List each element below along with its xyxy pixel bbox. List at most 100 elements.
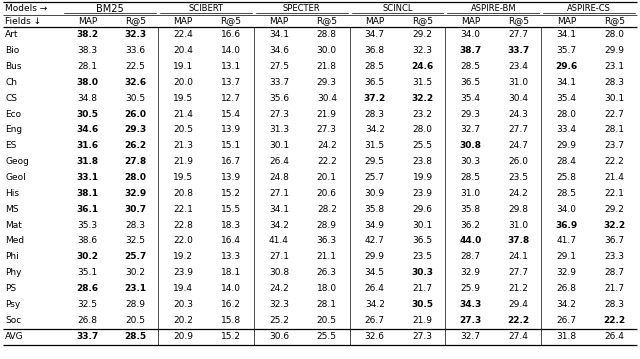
- Text: 28.2: 28.2: [317, 205, 337, 214]
- Text: 27.1: 27.1: [269, 252, 289, 261]
- Text: 20.6: 20.6: [317, 189, 337, 198]
- Text: 25.5: 25.5: [317, 332, 337, 341]
- Text: 13.9: 13.9: [221, 126, 241, 135]
- Text: 28.4: 28.4: [556, 157, 576, 166]
- Text: CS: CS: [5, 94, 17, 103]
- Text: 27.8: 27.8: [124, 157, 147, 166]
- Text: 15.1: 15.1: [221, 141, 241, 150]
- Text: 29.6: 29.6: [413, 205, 433, 214]
- Text: 13.9: 13.9: [221, 173, 241, 182]
- Text: 34.1: 34.1: [556, 78, 576, 87]
- Text: 23.3: 23.3: [604, 252, 624, 261]
- Text: 28.5: 28.5: [461, 173, 481, 182]
- Text: 34.8: 34.8: [77, 94, 97, 103]
- Text: 38.7: 38.7: [460, 46, 482, 55]
- Text: 16.2: 16.2: [221, 300, 241, 309]
- Text: 20.3: 20.3: [173, 300, 193, 309]
- Text: 18.3: 18.3: [221, 220, 241, 229]
- Text: AVG: AVG: [5, 332, 24, 341]
- Text: 29.9: 29.9: [365, 252, 385, 261]
- Text: R@5: R@5: [412, 17, 433, 25]
- Text: 28.3: 28.3: [365, 109, 385, 118]
- Text: 13.3: 13.3: [221, 252, 241, 261]
- Text: 25.7: 25.7: [365, 173, 385, 182]
- Text: 34.1: 34.1: [556, 31, 576, 39]
- Text: 30.9: 30.9: [365, 189, 385, 198]
- Text: 19.1: 19.1: [173, 62, 193, 71]
- Text: R@5: R@5: [508, 17, 529, 25]
- Text: His: His: [5, 189, 19, 198]
- Text: 30.5: 30.5: [76, 109, 99, 118]
- Text: 30.2: 30.2: [76, 252, 99, 261]
- Text: 13.7: 13.7: [221, 78, 241, 87]
- Text: 28.8: 28.8: [317, 31, 337, 39]
- Text: 25.9: 25.9: [461, 284, 481, 293]
- Text: 27.3: 27.3: [317, 126, 337, 135]
- Text: 26.0: 26.0: [508, 157, 529, 166]
- Text: 36.2: 36.2: [461, 220, 481, 229]
- Text: 36.7: 36.7: [604, 236, 624, 245]
- Text: 30.4: 30.4: [508, 94, 529, 103]
- Text: 22.8: 22.8: [173, 220, 193, 229]
- Text: 19.9: 19.9: [413, 173, 433, 182]
- Text: 30.2: 30.2: [125, 268, 145, 277]
- Text: R@5: R@5: [316, 17, 337, 25]
- Text: 19.4: 19.4: [173, 284, 193, 293]
- Text: 18.0: 18.0: [317, 284, 337, 293]
- Text: 36.9: 36.9: [555, 220, 577, 229]
- Text: 30.3: 30.3: [460, 157, 481, 166]
- Text: 15.4: 15.4: [221, 109, 241, 118]
- Text: 30.8: 30.8: [460, 141, 481, 150]
- Text: 44.0: 44.0: [460, 236, 482, 245]
- Text: 32.5: 32.5: [125, 236, 145, 245]
- Text: 28.0: 28.0: [556, 109, 576, 118]
- Text: PS: PS: [5, 284, 16, 293]
- Text: 31.3: 31.3: [269, 126, 289, 135]
- Text: R@5: R@5: [221, 17, 241, 25]
- Text: MAP: MAP: [557, 17, 576, 25]
- Text: Psy: Psy: [5, 300, 20, 309]
- Text: 30.6: 30.6: [269, 332, 289, 341]
- Text: 38.3: 38.3: [77, 46, 97, 55]
- Text: 18.1: 18.1: [221, 268, 241, 277]
- Text: 36.3: 36.3: [317, 236, 337, 245]
- Text: 34.7: 34.7: [365, 31, 385, 39]
- Text: 32.6: 32.6: [124, 78, 147, 87]
- Text: 28.5: 28.5: [556, 189, 576, 198]
- Text: 23.9: 23.9: [413, 189, 433, 198]
- Text: Geog: Geog: [5, 157, 29, 166]
- Text: 24.2: 24.2: [269, 284, 289, 293]
- Text: 28.3: 28.3: [604, 300, 624, 309]
- Text: 27.5: 27.5: [269, 62, 289, 71]
- Text: 29.3: 29.3: [317, 78, 337, 87]
- Text: 20.5: 20.5: [173, 126, 193, 135]
- Text: 32.6: 32.6: [365, 332, 385, 341]
- Text: 19.5: 19.5: [173, 173, 193, 182]
- Text: 30.7: 30.7: [124, 205, 147, 214]
- Text: 20.0: 20.0: [173, 78, 193, 87]
- Text: 32.7: 32.7: [461, 332, 481, 341]
- Text: ASPIRE-CS: ASPIRE-CS: [567, 4, 611, 13]
- Text: Bio: Bio: [5, 46, 19, 55]
- Text: 38.0: 38.0: [76, 78, 99, 87]
- Text: ASPIRE-BM: ASPIRE-BM: [470, 4, 516, 13]
- Text: 15.2: 15.2: [221, 332, 241, 341]
- Text: 34.2: 34.2: [365, 126, 385, 135]
- Text: 34.9: 34.9: [365, 220, 385, 229]
- Text: 25.2: 25.2: [269, 316, 289, 325]
- Text: 20.1: 20.1: [317, 173, 337, 182]
- Text: 31.8: 31.8: [556, 332, 577, 341]
- Text: 22.1: 22.1: [604, 189, 624, 198]
- Text: 28.5: 28.5: [124, 332, 147, 341]
- Text: 36.8: 36.8: [365, 46, 385, 55]
- Text: 26.0: 26.0: [124, 109, 147, 118]
- Text: 24.2: 24.2: [509, 189, 528, 198]
- Text: 28.7: 28.7: [604, 268, 624, 277]
- Text: 34.3: 34.3: [460, 300, 482, 309]
- Text: 29.3: 29.3: [461, 109, 481, 118]
- Text: 32.3: 32.3: [124, 31, 147, 39]
- Text: 35.6: 35.6: [269, 94, 289, 103]
- Text: 28.5: 28.5: [461, 62, 481, 71]
- Text: 24.7: 24.7: [508, 141, 529, 150]
- Text: 21.9: 21.9: [173, 157, 193, 166]
